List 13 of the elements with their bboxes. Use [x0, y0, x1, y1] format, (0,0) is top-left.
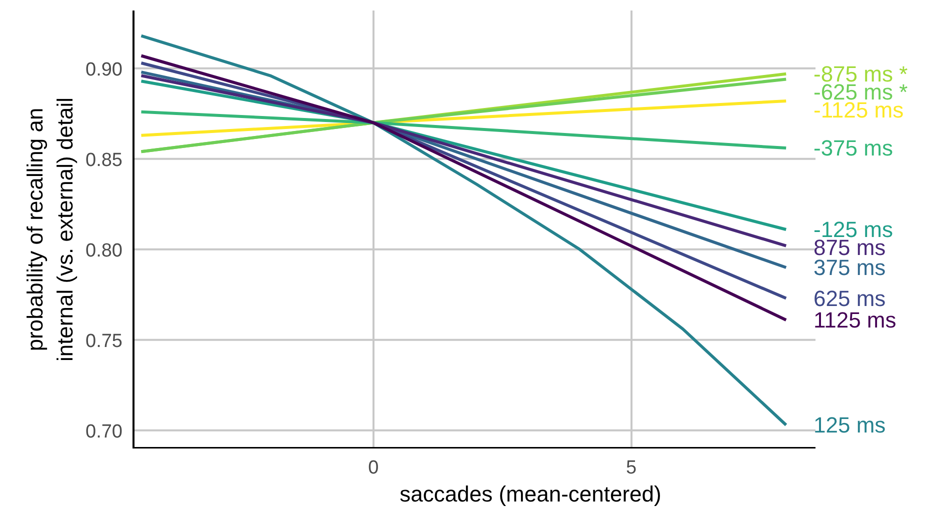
y-tick-label: 0.70	[86, 421, 123, 442]
y-axis-title: probability of recalling an internal (vs. external) detail	[22, 97, 78, 362]
y-tick-label: 0.90	[86, 59, 123, 80]
x-tick-label: 0	[368, 458, 379, 478]
series-label: 125 ms	[814, 412, 886, 438]
series-label: -375 ms	[814, 136, 893, 161]
x-tick-label: 5	[626, 458, 637, 478]
x-axis-title: saccades (mean-centered)	[400, 482, 662, 506]
line-series	[140, 34, 788, 426]
series-label: 375 ms	[814, 255, 886, 280]
y-tick-label: 0.75	[86, 330, 123, 352]
y-tick-label: 0.85	[86, 150, 123, 171]
y-tick-label: 0.80	[86, 240, 123, 262]
